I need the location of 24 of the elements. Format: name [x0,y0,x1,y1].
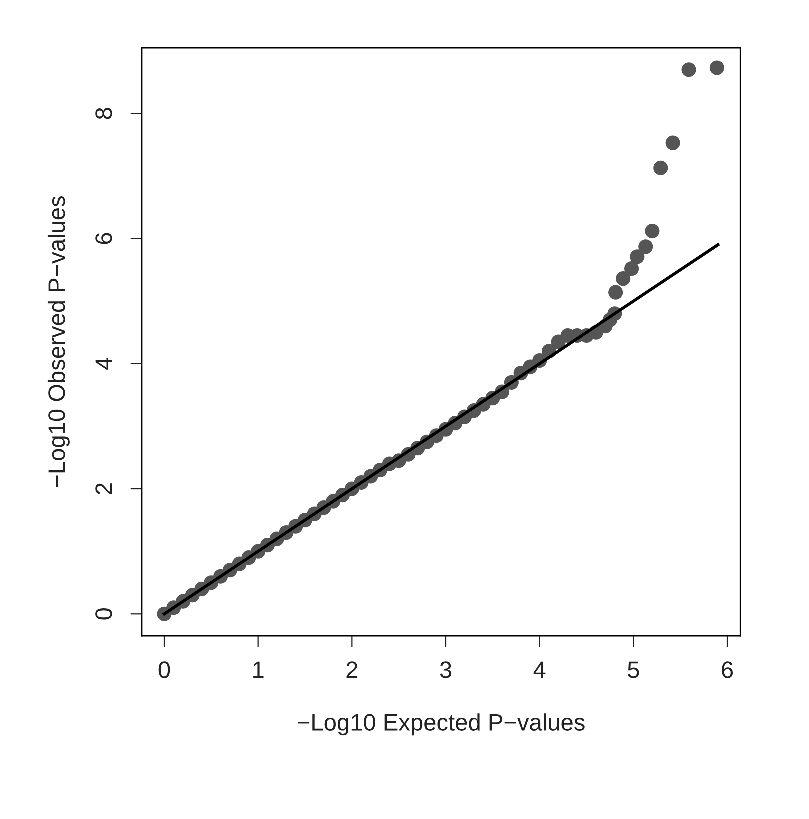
point [638,240,654,254]
x-tick-label: 6 [722,662,734,678]
point [624,262,640,276]
x-tick-label: 3 [440,662,452,678]
y-tick-label: 6 [96,233,112,244]
x-tick-label: 4 [534,662,546,678]
point [616,272,631,286]
point [654,160,668,176]
x-tick-label: 5 [628,662,640,678]
point [630,250,645,264]
x-axis-title: −Log10 Expected P−values [298,714,585,736]
point [710,60,724,76]
x-tick-label: 2 [346,662,358,678]
point [608,285,624,300]
y-tick-label: 2 [96,484,112,494]
point [645,224,660,239]
point [682,62,696,78]
y-tick-label: 8 [96,108,112,120]
y-tick-label: 4 [96,358,112,370]
x-tick-label: 0 [158,662,170,678]
y-tick-label: 0 [96,608,112,620]
x-tick-label: 1 [254,662,264,678]
y-axis-title: −Log10 Observed P−values [48,196,70,488]
point [666,136,680,150]
